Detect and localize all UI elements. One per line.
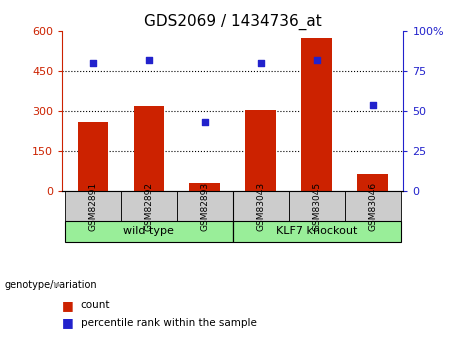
Bar [357,174,388,191]
Bar [245,110,276,191]
Bar [177,191,233,221]
Point [145,57,153,63]
Text: GSM82893: GSM82893 [201,182,209,231]
Text: genotype/variation: genotype/variation [5,280,97,289]
Point [313,57,320,63]
Bar [289,191,345,221]
Point [89,60,97,66]
Point [369,102,376,108]
Text: ►: ► [54,280,63,289]
Text: ■: ■ [62,299,74,312]
Text: GSM83045: GSM83045 [312,182,321,231]
Bar [65,191,121,221]
Bar [301,38,332,191]
Bar [189,184,220,191]
Text: GSM82891: GSM82891 [89,182,97,231]
Bar [233,191,289,221]
Text: GSM83046: GSM83046 [368,182,377,231]
Point [201,120,208,125]
Text: KLF7 knockout: KLF7 knockout [276,226,357,236]
Text: count: count [81,300,110,310]
Text: ■: ■ [62,316,74,329]
Title: GDS2069 / 1434736_at: GDS2069 / 1434736_at [144,13,322,30]
Bar [134,106,164,191]
Text: GSM82892: GSM82892 [144,182,154,231]
Bar [121,191,177,221]
Bar [345,191,401,221]
Text: percentile rank within the sample: percentile rank within the sample [81,318,257,327]
Bar [77,122,108,191]
Text: wild type: wild type [124,226,174,236]
Text: GSM83043: GSM83043 [256,182,265,231]
Point [257,60,265,66]
Bar [233,221,401,242]
Bar [65,221,233,242]
